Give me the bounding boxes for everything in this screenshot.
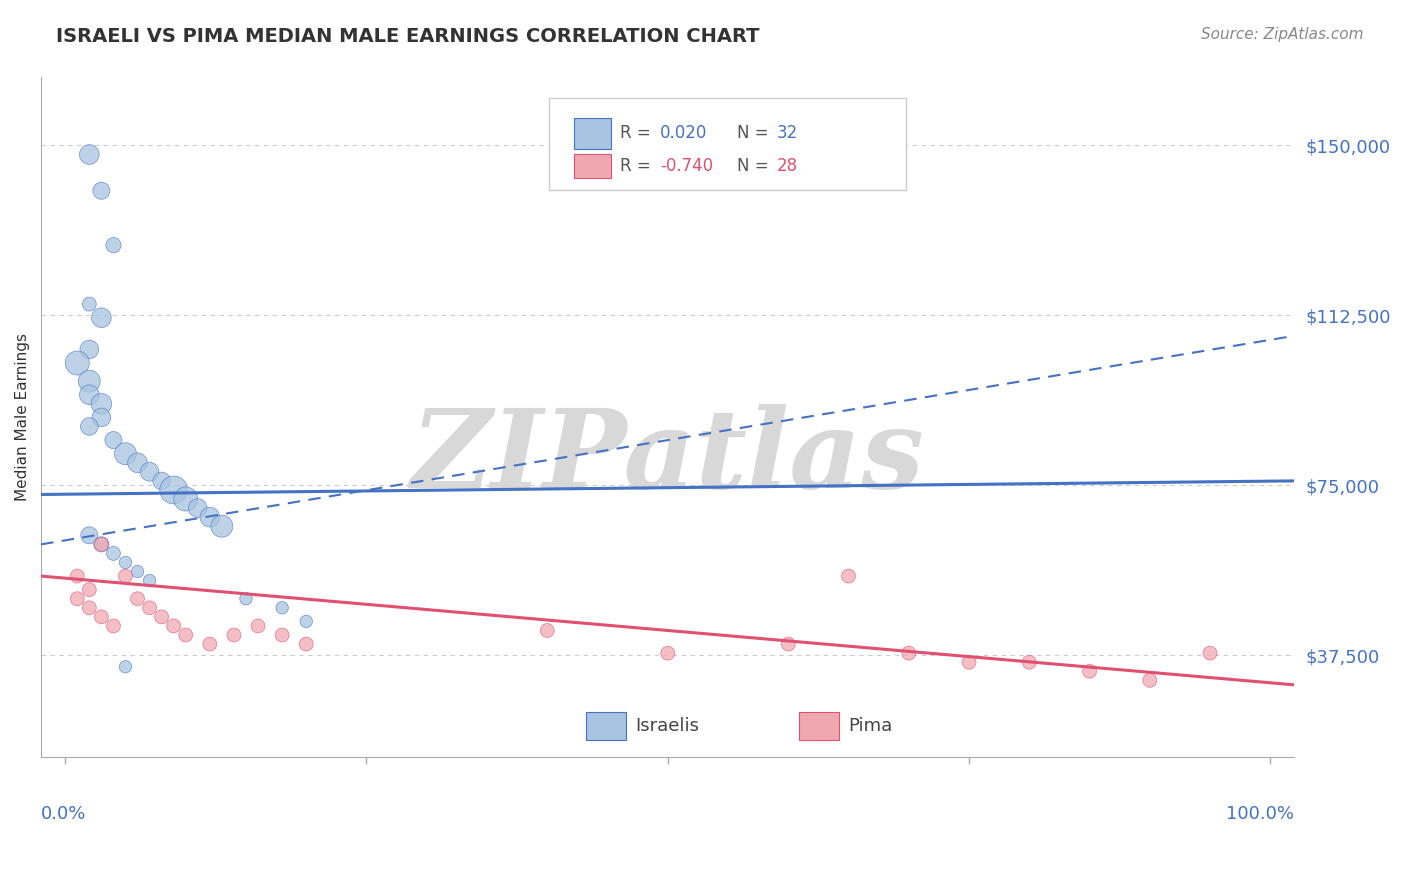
Point — [174, 491, 197, 506]
Point — [79, 419, 101, 434]
FancyBboxPatch shape — [800, 712, 839, 740]
Point — [114, 447, 136, 461]
Point — [127, 456, 149, 470]
Point — [79, 582, 101, 597]
Point — [187, 501, 209, 516]
Point — [138, 600, 160, 615]
Point — [79, 388, 101, 402]
Point — [150, 474, 173, 488]
Text: 32: 32 — [776, 124, 799, 142]
Point — [198, 510, 221, 524]
Point — [235, 591, 257, 606]
Point — [657, 646, 679, 660]
Point — [897, 646, 920, 660]
Point — [271, 628, 294, 642]
Text: Israelis: Israelis — [636, 717, 699, 735]
FancyBboxPatch shape — [586, 712, 627, 740]
Point — [90, 310, 112, 325]
Point — [79, 600, 101, 615]
Point — [114, 569, 136, 583]
Point — [150, 610, 173, 624]
Text: 100.0%: 100.0% — [1226, 805, 1295, 823]
Text: -0.740: -0.740 — [661, 157, 713, 175]
Point — [66, 356, 89, 370]
Point — [79, 297, 101, 311]
Point — [66, 569, 89, 583]
Point — [114, 556, 136, 570]
Point — [79, 343, 101, 357]
Point — [90, 410, 112, 425]
Point — [138, 465, 160, 479]
Point — [198, 637, 221, 651]
Point — [163, 483, 186, 497]
Point — [247, 619, 270, 633]
Point — [778, 637, 800, 651]
Point — [1018, 655, 1040, 669]
Point — [79, 528, 101, 542]
Point — [211, 519, 233, 533]
FancyBboxPatch shape — [548, 98, 905, 190]
Text: N =: N = — [737, 124, 768, 142]
Text: R =: R = — [620, 157, 651, 175]
Point — [1078, 665, 1101, 679]
Point — [138, 574, 160, 588]
Point — [90, 397, 112, 411]
Text: R =: R = — [620, 124, 651, 142]
Text: 0.0%: 0.0% — [41, 805, 87, 823]
Point — [127, 591, 149, 606]
Point — [1199, 646, 1222, 660]
Text: ZIPatlas: ZIPatlas — [411, 404, 925, 512]
Text: Source: ZipAtlas.com: Source: ZipAtlas.com — [1201, 27, 1364, 42]
Point — [114, 659, 136, 673]
Point — [174, 628, 197, 642]
Point — [90, 610, 112, 624]
Point — [536, 624, 558, 638]
FancyBboxPatch shape — [574, 119, 612, 149]
Point — [90, 184, 112, 198]
Text: Pima: Pima — [848, 717, 893, 735]
Text: N =: N = — [737, 157, 768, 175]
Point — [295, 637, 318, 651]
Text: 28: 28 — [776, 157, 799, 175]
Point — [837, 569, 859, 583]
Y-axis label: Median Male Earnings: Median Male Earnings — [15, 334, 30, 501]
Point — [222, 628, 245, 642]
Point — [127, 565, 149, 579]
Text: 0.020: 0.020 — [661, 124, 707, 142]
Point — [90, 537, 112, 551]
Point — [295, 615, 318, 629]
Point — [90, 537, 112, 551]
Point — [103, 238, 125, 252]
Point — [66, 591, 89, 606]
Point — [103, 546, 125, 560]
Point — [79, 147, 101, 161]
Point — [103, 619, 125, 633]
Point — [957, 655, 980, 669]
FancyBboxPatch shape — [574, 154, 612, 178]
Text: ISRAELI VS PIMA MEDIAN MALE EARNINGS CORRELATION CHART: ISRAELI VS PIMA MEDIAN MALE EARNINGS COR… — [56, 27, 759, 45]
Point — [163, 619, 186, 633]
Point — [271, 600, 294, 615]
Point — [103, 433, 125, 447]
Point — [79, 374, 101, 388]
Point — [1139, 673, 1161, 688]
